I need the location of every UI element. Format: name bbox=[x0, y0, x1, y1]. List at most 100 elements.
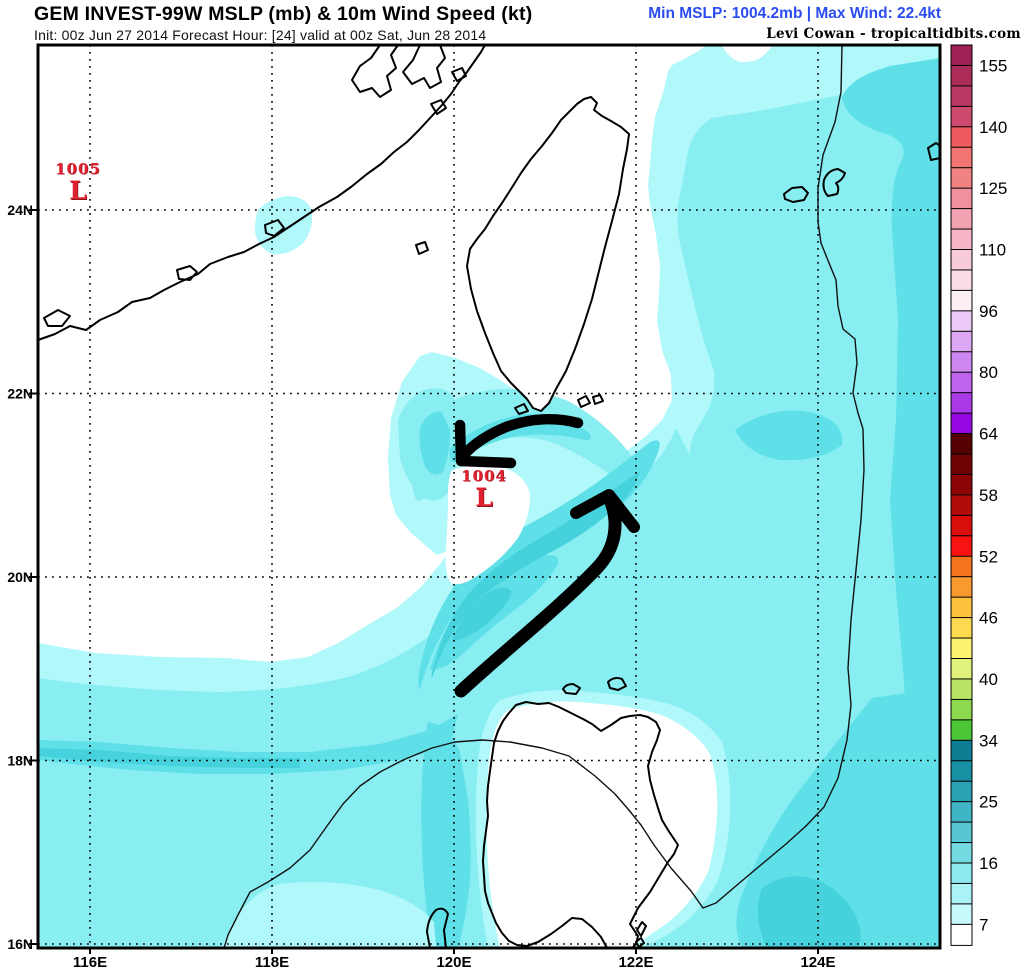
colorbar-label: 110 bbox=[979, 241, 1006, 260]
low-pressure-value: 1004 bbox=[461, 467, 507, 485]
colorbar-label: 16 bbox=[979, 854, 998, 873]
map-frame bbox=[36, 43, 942, 950]
colorbar-cell bbox=[950, 494, 973, 517]
china-coast-islet-4 bbox=[451, 67, 467, 82]
colorbar-cell bbox=[950, 228, 973, 251]
colorbar-cell bbox=[950, 371, 973, 394]
china-coast-peninsula-a bbox=[351, 44, 399, 98]
min-mslp-max-wind-readout: Min MSLP: 1004.2mb | Max Wind: 22.4kt bbox=[648, 5, 941, 22]
coastlines bbox=[37, 44, 941, 949]
colorbar-cell bbox=[950, 555, 973, 578]
islet-south-of-taiwan-3 bbox=[592, 394, 604, 405]
colorbar-label: 7 bbox=[979, 915, 988, 934]
colorbar-cell bbox=[950, 760, 973, 783]
colorbar-cell bbox=[950, 126, 973, 149]
wind-shading-level3-arc-core bbox=[449, 413, 591, 463]
colorbar-cell bbox=[950, 821, 973, 844]
colorbar-label: 25 bbox=[979, 793, 998, 812]
colorbar-cell bbox=[950, 269, 973, 292]
colorbar-cell bbox=[950, 882, 973, 906]
x-axis-label: 116E bbox=[73, 954, 107, 971]
colorbar-label: 40 bbox=[979, 670, 998, 689]
colorbar-cell bbox=[950, 351, 973, 374]
y-axis-label: 18N bbox=[7, 753, 33, 769]
penghu-islet bbox=[415, 241, 429, 255]
isobar-1008-east bbox=[223, 44, 865, 949]
colorbar-cell bbox=[950, 842, 973, 865]
china-coast-islet-sw bbox=[43, 309, 71, 327]
colorbar-cell bbox=[950, 658, 973, 681]
islet-south-of-taiwan-2 bbox=[577, 395, 591, 408]
credit-line: Levi Cowan - tropicaltidbits.com bbox=[766, 26, 1021, 42]
colorbar-cell bbox=[950, 392, 973, 415]
y-axis-label: 20N bbox=[7, 569, 33, 585]
colorbar-cell bbox=[950, 330, 973, 353]
colorbar-cell bbox=[950, 535, 973, 558]
ryukyu-island-2 bbox=[822, 168, 846, 197]
calm-region-luzon bbox=[486, 701, 718, 948]
wind-shading-level3-west-core bbox=[419, 411, 450, 475]
luzon-se-islet-2 bbox=[635, 937, 645, 948]
colorbar-cell bbox=[950, 310, 973, 333]
page-title: GEM INVEST-99W MSLP (mb) & 10m Wind Spee… bbox=[34, 3, 533, 25]
low-pressure-symbol: L bbox=[475, 483, 493, 512]
colorbar-label: 96 bbox=[979, 302, 998, 321]
wind-shading-level4-core bbox=[452, 587, 512, 641]
colorbar-cell bbox=[950, 105, 973, 128]
china-coast-islet-3 bbox=[430, 99, 447, 115]
colorbar-cell bbox=[950, 923, 973, 946]
northeast-arrow-shaft bbox=[454, 490, 622, 698]
wind-shading-level3-west-of-luzon bbox=[421, 722, 471, 948]
colorbar-cell bbox=[950, 739, 973, 762]
curved-arrow-head bbox=[454, 419, 517, 469]
colorbar-cell bbox=[950, 780, 973, 803]
colorbar-cell bbox=[950, 617, 973, 640]
colorbar-cell bbox=[950, 249, 973, 272]
colorbar-cell bbox=[950, 412, 973, 435]
colorbar-cell bbox=[950, 44, 973, 67]
colorbar-cell bbox=[950, 453, 973, 476]
hand-drawn-annotations bbox=[454, 413, 640, 698]
colorbar-label: 125 bbox=[979, 179, 1007, 198]
taiwan-coastline bbox=[466, 96, 630, 412]
x-axis-label: 122E bbox=[618, 954, 653, 971]
colorbar-cell bbox=[950, 167, 973, 190]
low-pressure-marker-1004: 1004 L bbox=[458, 467, 510, 512]
wind-speed-colorbar: 155 140 125 110 96 80 64 58 52 46 40 34 25 16 7 bbox=[950, 44, 1007, 946]
x-axis-label: 120E bbox=[436, 954, 471, 971]
northeast-arrow-head bbox=[570, 489, 640, 533]
islet-west-luzon bbox=[426, 907, 449, 949]
colorbar-label: 80 bbox=[979, 363, 998, 382]
colorbar-cell bbox=[950, 85, 973, 108]
china-coastline bbox=[37, 44, 486, 341]
colorbar-label: 64 bbox=[979, 425, 998, 444]
y-axis-label: 16N bbox=[7, 936, 33, 952]
wind-shading-level4-southeast bbox=[757, 876, 861, 948]
colorbar-cell bbox=[950, 903, 973, 926]
colorbar-cell bbox=[950, 678, 973, 701]
calm-wedge-top bbox=[722, 45, 772, 63]
colorbar-cell bbox=[950, 208, 973, 231]
babuyan-island-2 bbox=[607, 677, 627, 691]
colorbar-cell bbox=[950, 289, 973, 312]
wind-shading-level3-east-of-taiwan bbox=[735, 410, 843, 461]
calm-eye-1004 bbox=[445, 465, 531, 585]
run-subtitle: Init: 00z Jun 27 2014 Forecast Hour: [24… bbox=[34, 27, 487, 43]
x-axis-label: 124E bbox=[800, 954, 835, 971]
luzon-coastline bbox=[482, 701, 679, 949]
colorbar-label: 140 bbox=[979, 118, 1007, 137]
wind-shading-light-patch-bottomleft bbox=[222, 882, 436, 948]
wind-shading-level2-arc bbox=[413, 388, 656, 502]
colorbar-label: 34 bbox=[979, 731, 998, 750]
wind-shading-level4-left bbox=[38, 748, 300, 768]
axis-tick-labels: 116E 118E 120E 122E 124E 24N 22N 20N 18N 16N bbox=[7, 202, 835, 971]
china-coast-islet-1 bbox=[176, 265, 198, 281]
colorbar-cell bbox=[950, 637, 973, 660]
colorbar-label: 52 bbox=[979, 547, 998, 566]
colorbar-cell bbox=[950, 862, 973, 885]
colorbar-label: 155 bbox=[979, 57, 1007, 76]
y-axis-label: 22N bbox=[7, 386, 33, 402]
colorbar-cell bbox=[950, 719, 973, 742]
